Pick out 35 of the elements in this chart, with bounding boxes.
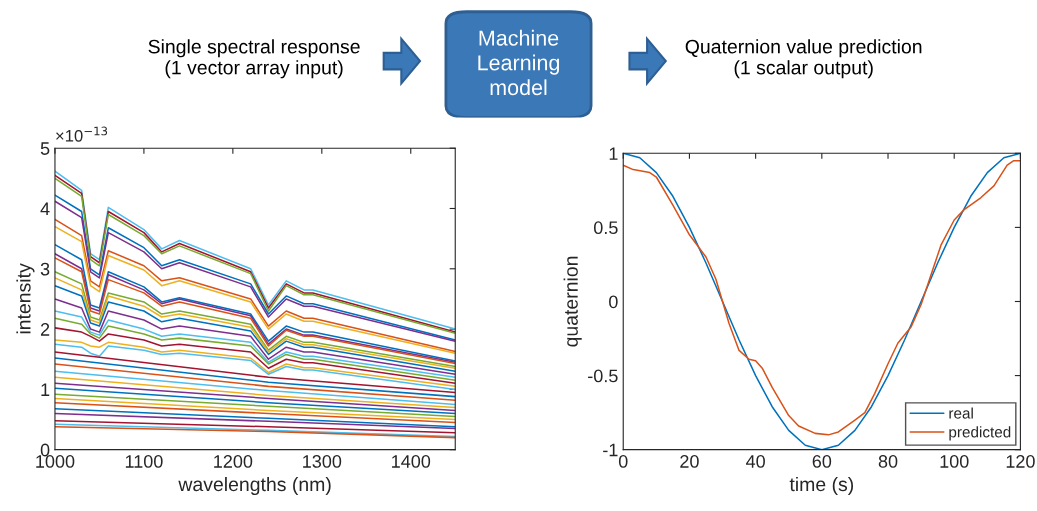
y-tick-label: 1 [609,147,618,160]
line-series [54,298,456,376]
x-axis-title: time (s) [789,476,854,496]
x-tick-label: 40 [746,455,765,468]
y-axis-title: quaternion [563,256,582,347]
x-tick-label: 1100 [125,455,163,468]
x-tick-label: 1300 [303,455,342,468]
x-tick-label: 120 [1006,455,1035,468]
y-tick-label: 0.5 [593,221,618,235]
y-tick-label: 4 [40,202,50,216]
y-axis-title: intensity [16,263,35,334]
x-tick-label: 60 [812,455,832,468]
text: ×10$^{−13}$ [56,126,108,142]
x-tick-label: 0 [618,455,628,468]
x-tick-label: 1200 [214,455,253,468]
text: Single spectral response (1 vector array input) [148,39,360,79]
y-tick-label: -0.5 [588,369,618,383]
x-tick-label: 80 [878,455,898,468]
x-axis-title: wavelengths (nm) [178,476,331,496]
y-tick-label: 0 [609,295,618,309]
y-tick-label: 0 [40,443,50,457]
y-tick-label: 5 [40,142,50,155]
legend-label: real [949,407,973,419]
line-series [54,327,456,385]
y-tick-label: 2 [40,323,50,336]
text: Machine Learning model [478,29,560,96]
text: Quaternion value prediction (1 scalar output) [685,39,922,79]
y-tick-label: 3 [40,262,50,276]
y-tick-label: 1 [41,383,50,396]
x-tick-label: 1400 [392,455,431,468]
x-tick-label: 100 [940,455,969,468]
x-tick-label: 20 [680,455,699,468]
y-tick-label: -1 [603,443,618,457]
x-tick-label: 1000 [36,455,75,468]
legend-label: predicted [949,426,1011,441]
